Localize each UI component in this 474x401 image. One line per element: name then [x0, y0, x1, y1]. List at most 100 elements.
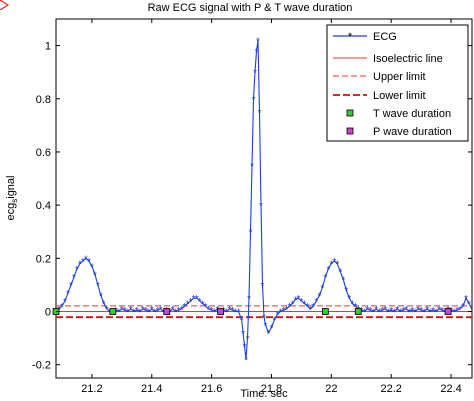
legend-swatch-t-wave: [346, 109, 354, 117]
legend-label-lower-limit: Lower limit: [373, 90, 426, 102]
ecg-point: *: [320, 284, 324, 295]
ecg-point: *: [126, 308, 130, 319]
chart-title: Raw ECG signal with P & T wave duration: [148, 2, 353, 14]
ecg-point: *: [207, 305, 211, 316]
ecg-point: *: [129, 305, 133, 316]
ecg-point: *: [99, 292, 103, 303]
ecg-point: *: [290, 300, 294, 311]
ecg-point: *: [284, 305, 288, 316]
t-wave-marker: [321, 308, 329, 315]
ecg-point: *: [123, 306, 127, 317]
ecg-point: *: [189, 297, 193, 308]
ecg-point: *: [210, 306, 214, 317]
ecg-point: *: [102, 300, 106, 311]
ecg-point: *: [255, 47, 259, 58]
ecg-point: *: [231, 306, 235, 317]
t-wave-marker: [354, 308, 362, 315]
ecg-point: *: [326, 265, 330, 276]
y-tick-label: 1: [45, 41, 51, 53]
legend-swatch-p-wave: [346, 127, 354, 135]
ecg-point: *: [171, 305, 175, 316]
legend-label-upper-limit: Upper limit: [373, 71, 426, 83]
ecg-point: *: [302, 300, 306, 311]
ecg-point: *: [267, 329, 271, 340]
ecg-point: *: [422, 308, 426, 319]
ecg-point: *: [237, 308, 241, 319]
ecg-point: *: [350, 300, 354, 311]
ecg-point: *: [392, 308, 396, 319]
ecg-point: *: [141, 305, 145, 316]
ecg-point: *: [341, 276, 345, 287]
ecg-point: *: [461, 302, 465, 313]
legend-box: [326, 24, 469, 142]
y-axis-label: ecgsignal: [5, 176, 19, 221]
y-axis-label-tail: ignal: [5, 176, 17, 199]
x-tick-label: 22: [325, 383, 337, 395]
ecg-point: *: [386, 308, 390, 319]
ecg-point: *: [120, 305, 124, 316]
x-tick-label: 21.4: [141, 383, 162, 395]
ecg-point: *: [78, 260, 82, 271]
ecg-point: *: [434, 308, 438, 319]
ecg-point: *: [407, 308, 411, 319]
ecg-point: *: [204, 302, 208, 313]
ecg-point: *: [90, 262, 94, 273]
ecg-point: *: [347, 294, 351, 305]
ecg-point: *: [105, 305, 109, 316]
ecg-point: *: [213, 308, 217, 319]
ecg-point: *: [273, 315, 277, 326]
p-wave-marker: [444, 308, 452, 315]
legend-entry-upper-limit: Upper limit: [333, 71, 426, 83]
ecg-point: *: [455, 306, 459, 317]
ecg-point: *: [380, 306, 384, 317]
legend: * ECG Isoelectric line Upper limit Lower…: [326, 24, 469, 142]
t-wave-marker: [109, 308, 117, 315]
ecg-point: *: [159, 305, 163, 316]
ecg-point: *: [377, 308, 381, 319]
ecg-point: *: [296, 294, 300, 305]
ecg-point: *: [60, 302, 64, 313]
ecg-point: *: [87, 257, 91, 268]
ecg-point: *: [335, 260, 339, 271]
ecg-point: *: [117, 308, 121, 319]
x-tick-label: 21.6: [201, 383, 222, 395]
x-tick-label: 21.8: [261, 383, 282, 395]
ecg-point: *: [258, 108, 262, 119]
ecg-point: *: [81, 257, 85, 268]
ecg-point: *: [228, 305, 232, 316]
ecg-point: *: [282, 306, 286, 317]
y-axis-label-main: ecg: [5, 203, 17, 221]
ecg-point: *: [458, 305, 462, 316]
ecg-point: *: [132, 308, 136, 319]
ecg-point: *: [135, 306, 139, 317]
ecg-point: *: [225, 308, 229, 319]
ecg-point: *: [174, 308, 178, 319]
ecg-point: *: [183, 302, 187, 313]
ecg-point: *: [452, 308, 456, 319]
ecg-point: *: [279, 308, 283, 319]
legend-star-ecg: *: [348, 31, 353, 43]
ecg-point: *: [365, 305, 369, 316]
y-tick-label: 0.4: [36, 200, 51, 212]
ecg-point: *: [96, 281, 100, 292]
ecg-point: *: [264, 321, 268, 332]
legend-label-p-wave: P wave duration: [373, 126, 452, 138]
ecg-point: *: [240, 315, 244, 326]
legend-label-isoelectric: Isoelectric line: [373, 53, 443, 65]
ecg-point: *: [464, 294, 468, 305]
ecg-point: *: [261, 281, 265, 292]
corner-cursor-icon: [0, 0, 10, 10]
ecg-point: *: [249, 228, 253, 239]
legend-label-t-wave: T wave duration: [373, 108, 451, 120]
ecg-point: *: [374, 305, 378, 316]
ecg-point: *: [256, 36, 260, 47]
ecg-point: *: [437, 305, 441, 316]
ecg-point: *: [467, 300, 471, 311]
ecg-point: *: [317, 292, 321, 303]
ecg-point: *: [293, 296, 297, 307]
ecg-point: *: [177, 306, 181, 317]
x-axis-label: Time. sec: [240, 388, 288, 400]
ecg-point: *: [344, 286, 348, 297]
ecg-point: *: [144, 306, 148, 317]
legend-entry-isoelectric: Isoelectric line: [333, 53, 443, 65]
